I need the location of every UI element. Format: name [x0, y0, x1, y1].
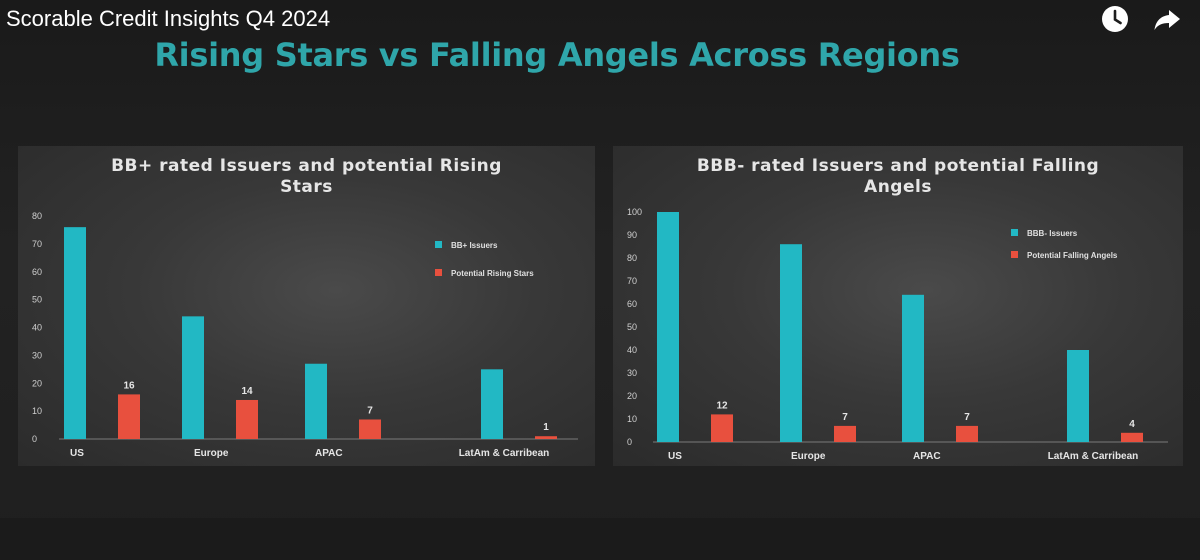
- y-tick-label: 40: [32, 323, 42, 333]
- bar-potential-rising-stars: [118, 394, 140, 439]
- legend-label: BBB- Issuers: [1027, 229, 1078, 238]
- y-tick-label: 10: [32, 406, 42, 416]
- bar-potential-rising-stars: [236, 399, 258, 439]
- bar-bbb-issuers: [902, 294, 924, 442]
- bar-bb-issuers: [64, 227, 86, 439]
- bar-potential-falling-angels: [834, 425, 856, 442]
- y-tick-label: 60: [627, 299, 637, 309]
- x-category-label: LatAm & Carribean: [459, 448, 550, 459]
- x-category-label: US: [70, 448, 84, 459]
- chart-title-line-1: BBB- rated Issuers and potential Falling: [696, 156, 1100, 176]
- bar-potential-falling-angels: [711, 414, 733, 442]
- slide-title: Rising Stars vs Falling Angels Across Re…: [154, 36, 960, 74]
- data-label: 7: [964, 412, 970, 423]
- y-tick-label: 0: [32, 434, 37, 444]
- clock-icon[interactable]: [1100, 4, 1130, 34]
- y-tick-label: 30: [627, 368, 637, 378]
- share-icon[interactable]: [1152, 4, 1182, 34]
- bar-bb-issuers: [481, 369, 503, 439]
- y-tick-label: 10: [627, 414, 637, 424]
- y-tick-label: 60: [32, 267, 42, 277]
- y-tick-label: 80: [627, 253, 637, 263]
- video-top-controls: [1100, 4, 1182, 34]
- bar-potential-falling-angels: [1121, 432, 1143, 442]
- video-bottom-area: [0, 518, 1200, 560]
- legend-label: Potential Falling Angels: [1027, 251, 1118, 260]
- y-tick-label: 0: [627, 437, 632, 447]
- bar-bbb-issuers: [657, 212, 679, 442]
- data-label: 7: [367, 405, 373, 416]
- y-tick-label: 40: [627, 345, 637, 355]
- legend-swatch: [1011, 251, 1018, 258]
- x-category-label: Europe: [791, 451, 826, 462]
- x-category-label: LatAm & Carribean: [1048, 451, 1139, 462]
- y-tick-label: 20: [627, 391, 637, 401]
- y-tick-label: 90: [627, 230, 637, 240]
- chart-panel-rising-stars: 0 10 20 30 40 50 60 70 80 16 US 14 Europe 7 APAC 1 LatAm…: [18, 146, 595, 466]
- x-category-label: Europe: [194, 448, 229, 459]
- legend-swatch: [435, 269, 442, 276]
- data-label: 14: [241, 386, 253, 397]
- x-category-label: US: [668, 451, 682, 462]
- bar-potential-rising-stars: [359, 419, 381, 439]
- y-tick-label: 50: [627, 322, 637, 332]
- x-category-label: APAC: [315, 448, 343, 459]
- chart-panel-falling-angels: 0 10 20 30 40 50 60 70 80 90 100 12 US 7 Europe 7 APAC 4 L…: [613, 146, 1183, 466]
- data-label: 4: [1129, 419, 1135, 430]
- y-tick-label: 20: [32, 378, 42, 388]
- falling-angels-chart: 0 10 20 30 40 50 60 70 80 90 100 12 US 7 Europe 7 APAC 4 L…: [627, 207, 1168, 462]
- y-tick-label: 100: [627, 207, 642, 217]
- legend-label: Potential Rising Stars: [451, 269, 534, 278]
- data-label: 1: [543, 422, 549, 433]
- legend-swatch: [1011, 229, 1018, 236]
- data-label: 7: [842, 412, 848, 423]
- y-tick-label: 30: [32, 350, 42, 360]
- data-label: 16: [123, 380, 135, 391]
- bar-bbb-issuers: [1067, 350, 1089, 442]
- rising-stars-chart: 0 10 20 30 40 50 60 70 80 16 US 14 Europe 7 APAC 1 LatAm…: [32, 211, 578, 459]
- chart-title-line-2: Angels: [864, 177, 932, 197]
- video-title: Scorable Credit Insights Q4 2024: [6, 6, 331, 31]
- bar-potential-falling-angels: [956, 425, 978, 442]
- chart-title: BBB- rated Issuers and potential Falling…: [613, 156, 1183, 198]
- x-category-label: APAC: [913, 451, 941, 462]
- y-tick-label: 50: [32, 295, 42, 305]
- legend-label: BB+ Issuers: [451, 241, 498, 250]
- bar-bb-issuers: [182, 316, 204, 439]
- chart-title: BB+ rated Issuers and potential Rising S…: [18, 156, 595, 198]
- chart-title-line-1: BB+ rated Issuers and potential Rising: [111, 156, 502, 176]
- bar-potential-rising-stars: [535, 436, 557, 439]
- y-tick-label: 70: [627, 276, 637, 286]
- data-label: 12: [716, 400, 728, 411]
- bar-bb-issuers: [305, 363, 327, 439]
- y-tick-label: 80: [32, 211, 42, 221]
- chart-title-line-2: Stars: [280, 177, 333, 197]
- y-tick-label: 70: [32, 239, 42, 249]
- bar-bbb-issuers: [780, 244, 802, 442]
- legend-swatch: [435, 241, 442, 248]
